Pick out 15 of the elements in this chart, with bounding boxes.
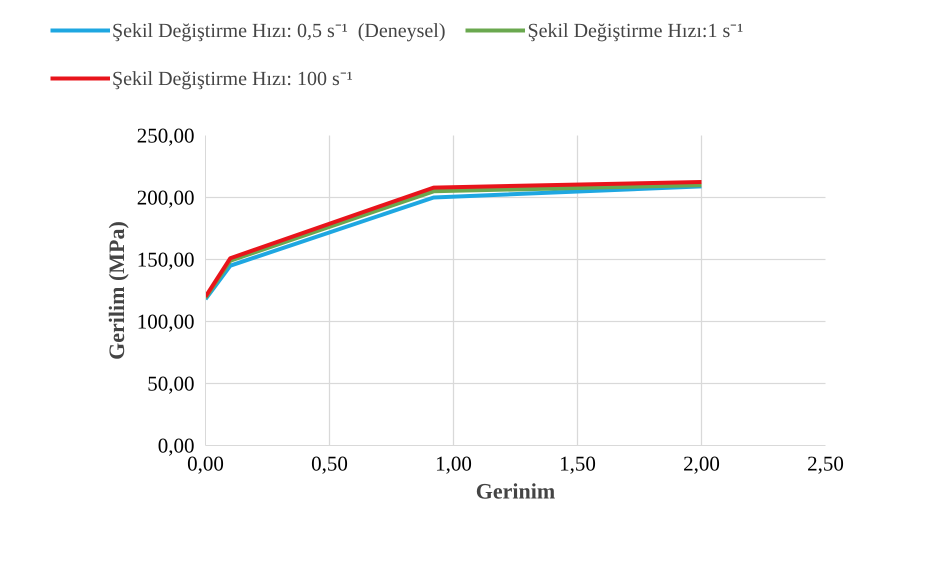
y-tick-label: 150,00 <box>136 248 194 272</box>
legend-label: Şekil Değiştirme Hızı:1 s⁻¹ <box>527 19 744 43</box>
legend-label: Şekil Değiştirme Hızı: 0,5 s⁻¹ (Deneysel) <box>112 19 446 43</box>
x-tick-label: 1,50 <box>559 452 596 476</box>
y-tick-label: 200,00 <box>136 186 194 210</box>
y-tick-label: 50,00 <box>147 372 194 396</box>
x-tick-label: 2,50 <box>807 452 844 476</box>
legend-label: Şekil Değiştirme Hızı: 100 s⁻¹ <box>112 67 353 91</box>
x-tick-label: 0,50 <box>311 452 348 476</box>
y-tick-label: 100,00 <box>136 310 194 334</box>
x-tick-label: 1,00 <box>435 452 472 476</box>
y-tick-label: 250,00 <box>136 124 194 148</box>
x-tick-label: 2,00 <box>683 452 720 476</box>
x-axis-title: Gerinim <box>476 478 556 504</box>
y-axis-title: Gerilim (MPa) <box>104 221 129 360</box>
